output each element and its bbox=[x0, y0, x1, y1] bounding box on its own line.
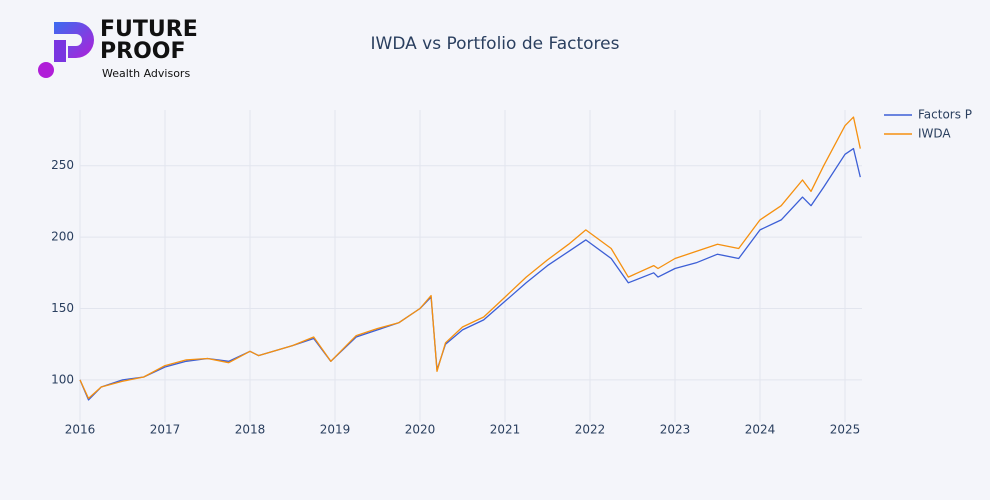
x-tick-label: 2016 bbox=[65, 423, 96, 437]
logo-stem bbox=[54, 40, 66, 62]
logo-line1: FUTURE bbox=[100, 17, 198, 42]
x-tick-label: 2018 bbox=[235, 423, 266, 437]
x-tick-label: 2017 bbox=[150, 423, 181, 437]
x-tick-label: 2019 bbox=[320, 423, 351, 437]
y-tick-label: 250 bbox=[51, 158, 74, 172]
y-tick-label: 200 bbox=[51, 230, 74, 244]
y-tick-label: 150 bbox=[51, 301, 74, 315]
logo-tagline: Wealth Advisors bbox=[102, 67, 190, 80]
legend-label: IWDA bbox=[918, 127, 951, 141]
x-tick-label: 2023 bbox=[660, 423, 691, 437]
x-tick-label: 2022 bbox=[575, 423, 606, 437]
x-tick-label: 2024 bbox=[745, 423, 776, 437]
logo-mark bbox=[54, 22, 94, 58]
y-tick-label: 100 bbox=[51, 372, 74, 386]
logo: FUTURE PROOF Wealth Advisors bbox=[38, 17, 198, 80]
x-tick-label: 2021 bbox=[490, 423, 521, 437]
chart-title: IWDA vs Portfolio de Factores bbox=[371, 34, 620, 54]
x-tick-label: 2020 bbox=[405, 423, 436, 437]
logo-line2: PROOF bbox=[100, 39, 186, 64]
legend-label: Factors P bbox=[918, 108, 972, 122]
logo-dot bbox=[38, 62, 54, 78]
line-series bbox=[79, 116, 861, 400]
x-tick-label: 2025 bbox=[830, 423, 861, 437]
